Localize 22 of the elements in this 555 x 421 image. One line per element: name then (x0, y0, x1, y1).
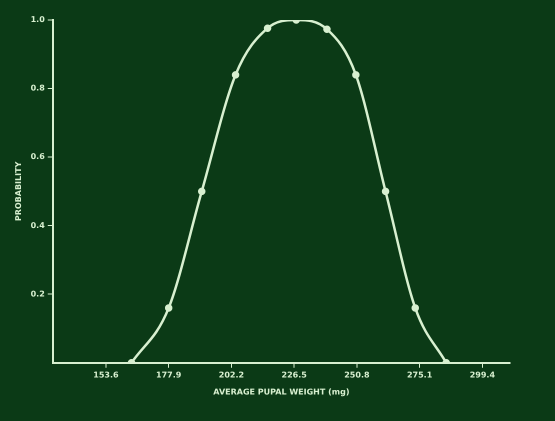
y-tick-label: 1.0 (30, 15, 46, 24)
x-tick-label: 177.9 (156, 370, 182, 380)
y-tick-label: 0.2 (30, 289, 45, 298)
x-tick-label: 202.2 (218, 370, 244, 380)
point (352, 71, 360, 79)
point (412, 304, 419, 312)
x-tick-label: 275.1 (406, 370, 433, 380)
y-tick-label: 0.4 (30, 220, 46, 230)
point (382, 188, 390, 196)
x-axis-title: AVERAGE PUPAL WEIGHT (mg) (213, 387, 350, 396)
point (323, 26, 331, 34)
point (164, 304, 172, 312)
x-tick-label: 153.6 (93, 370, 120, 380)
point (198, 188, 206, 196)
x-tick-label: 226.5 (282, 370, 308, 380)
x-tick-label: 299.4 (470, 370, 496, 380)
y-tick-label: 0.8 (30, 84, 46, 93)
x-tick-label: 250.8 (344, 370, 370, 380)
y-tick-label: 0.6 (30, 152, 46, 162)
point (232, 71, 240, 79)
point (264, 24, 272, 32)
y-axis-title: PROBABILITY (14, 161, 23, 222)
